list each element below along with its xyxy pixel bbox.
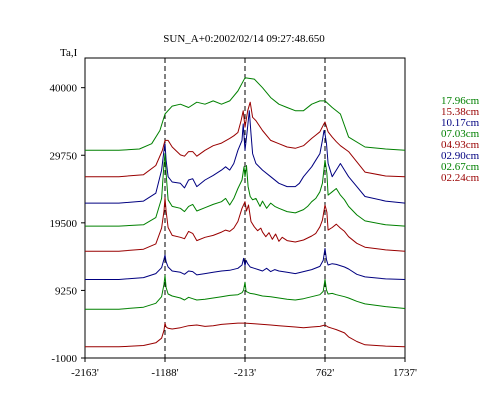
- legend-entry: 17.96cm: [441, 95, 480, 107]
- y-tick-label: 40000: [50, 83, 78, 95]
- x-tick-label: 762': [316, 367, 335, 379]
- legend-entry: 15.38cm: [441, 106, 480, 118]
- legend-entry: 02.90cm: [441, 150, 480, 162]
- vertical-markers: [164, 58, 326, 358]
- series-line-10.17cm: [85, 110, 406, 204]
- x-tick-label: -2163': [71, 367, 99, 379]
- series-line-07.03cm: [85, 153, 406, 227]
- x-tick-label: -1188': [151, 367, 178, 379]
- y-tick-label: -1000: [51, 353, 77, 365]
- legend: 17.96cm15.38cm10.17cm07.03cm04.93cm02.90…: [441, 95, 480, 184]
- legend-entry: 07.03cm: [441, 128, 480, 140]
- x-tick-label: -213': [234, 367, 256, 379]
- series-line-02.24cm: [85, 322, 406, 348]
- series-line-02.90cm: [85, 248, 406, 280]
- series-line-02.67cm: [85, 275, 406, 310]
- chart-title: SUN_A+0:2002/02/14 09:27:48.650: [163, 33, 325, 45]
- y-axis-label: Ta,I: [60, 47, 78, 59]
- y-tick-label: 9250: [55, 285, 78, 297]
- legend-entry: 04.93cm: [441, 139, 480, 151]
- x-tick-label: 1737': [393, 367, 417, 379]
- x-axis-ticks: -2163' -1188' -213' 762' 1737': [71, 358, 417, 379]
- legend-entry: 02.24cm: [441, 172, 480, 184]
- series-lines: [85, 77, 406, 348]
- series-line-04.93cm: [85, 197, 406, 252]
- y-axis-ticks: 40000 29750 19500 9250 -1000: [50, 83, 85, 365]
- legend-entry: 02.67cm: [441, 161, 480, 173]
- series-line-17.96cm: [85, 77, 406, 151]
- y-tick-label: 19500: [50, 218, 78, 230]
- series-line-15.38cm: [85, 101, 406, 178]
- y-tick-label: 29750: [50, 150, 78, 162]
- legend-entry: 10.17cm: [441, 117, 480, 129]
